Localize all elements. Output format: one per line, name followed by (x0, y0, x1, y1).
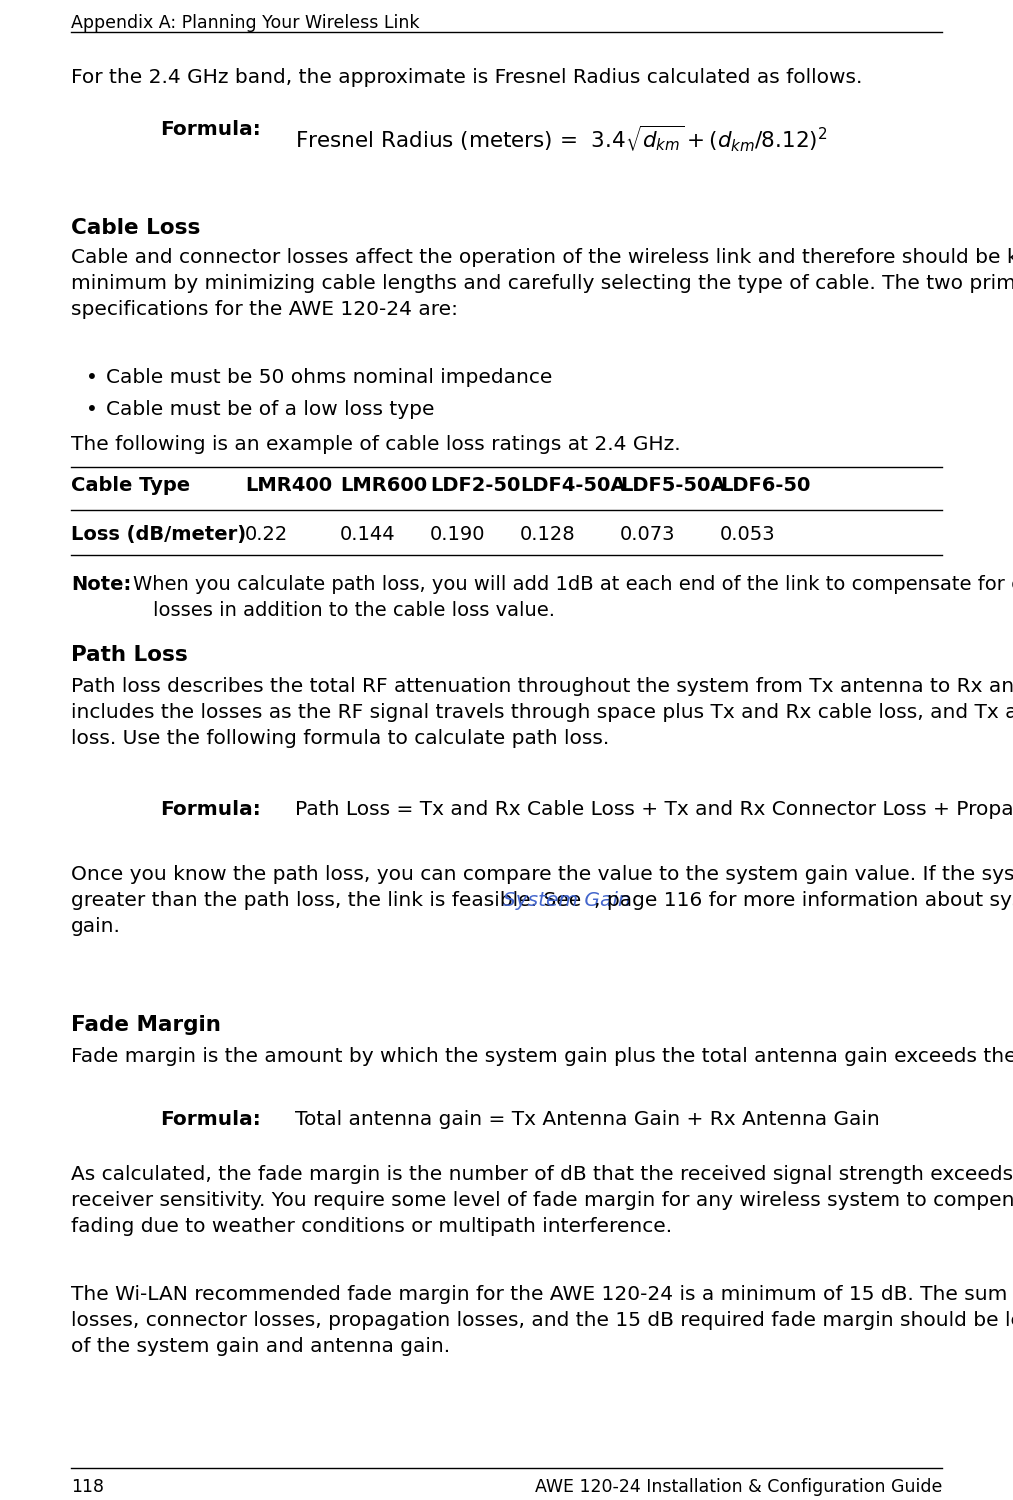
Text: Cable Loss: Cable Loss (71, 217, 201, 238)
Text: receiver sensitivity. You require some level of fade margin for any wireless sys: receiver sensitivity. You require some l… (71, 1191, 1013, 1210)
Text: Fade Margin: Fade Margin (71, 1016, 221, 1035)
Text: 0.128: 0.128 (520, 525, 575, 544)
Text: As calculated, the fade margin is the number of dB that the received signal stre: As calculated, the fade margin is the nu… (71, 1166, 1013, 1184)
Text: Cable must be 50 ohms nominal impedance: Cable must be 50 ohms nominal impedance (106, 368, 552, 387)
Text: 0.073: 0.073 (620, 525, 676, 544)
Text: Note:: Note: (71, 574, 132, 594)
Text: Cable Type: Cable Type (71, 476, 190, 495)
Text: Fresnel Radius (meters) =  $3.4\sqrt{d_{km}} + (d_{km}/8.12)^{2}$: Fresnel Radius (meters) = $3.4\sqrt{d_{k… (295, 124, 828, 154)
Text: 0.22: 0.22 (245, 525, 289, 544)
Text: Path loss describes the total RF attenuation throughout the system from Tx anten: Path loss describes the total RF attenua… (71, 676, 1013, 696)
Text: Path Loss = Tx and Rx Cable Loss + Tx and Rx Connector Loss + Propagation Loss: Path Loss = Tx and Rx Cable Loss + Tx an… (295, 800, 1013, 819)
Text: specifications for the AWE 120-24 are:: specifications for the AWE 120-24 are: (71, 300, 458, 320)
Text: losses in addition to the cable loss value.: losses in addition to the cable loss val… (153, 602, 555, 619)
Text: Formula:: Formula: (160, 1110, 260, 1130)
Text: AWE 120-24 Installation & Configuration Guide: AWE 120-24 Installation & Configuration … (535, 1478, 942, 1496)
Text: losses, connector losses, propagation losses, and the 15 dB required fade margin: losses, connector losses, propagation lo… (71, 1311, 1013, 1330)
Text: LDF5-50A: LDF5-50A (620, 476, 725, 495)
Text: LDF6-50: LDF6-50 (720, 476, 810, 495)
Text: Cable must be of a low loss type: Cable must be of a low loss type (106, 400, 435, 418)
Text: Loss (dB/meter): Loss (dB/meter) (71, 525, 246, 544)
Text: 0.053: 0.053 (720, 525, 776, 544)
Text: includes the losses as the RF signal travels through space plus Tx and Rx cable : includes the losses as the RF signal tra… (71, 704, 1013, 722)
Text: •: • (86, 400, 98, 418)
Text: LMR600: LMR600 (340, 476, 427, 495)
Text: LDF2-50: LDF2-50 (430, 476, 521, 495)
Text: 0.190: 0.190 (430, 525, 485, 544)
Text: loss. Use the following formula to calculate path loss.: loss. Use the following formula to calcu… (71, 729, 609, 748)
Text: Path Loss: Path Loss (71, 645, 187, 664)
Text: Appendix A: Planning Your Wireless Link: Appendix A: Planning Your Wireless Link (71, 13, 419, 32)
Text: 118: 118 (71, 1478, 104, 1496)
Text: System Gain: System Gain (503, 891, 631, 910)
Text: greater than the path loss, the link is feasible. See: greater than the path loss, the link is … (71, 891, 588, 910)
Text: Once you know the path loss, you can compare the value to the system gain value.: Once you know the path loss, you can com… (71, 865, 1013, 883)
Text: of the system gain and antenna gain.: of the system gain and antenna gain. (71, 1336, 450, 1356)
Text: fading due to weather conditions or multipath interference.: fading due to weather conditions or mult… (71, 1216, 672, 1236)
Text: Formula:: Formula: (160, 800, 260, 819)
Text: Cable and connector losses affect the operation of the wireless link and therefo: Cable and connector losses affect the op… (71, 248, 1013, 267)
Text: Total antenna gain = Tx Antenna Gain + Rx Antenna Gain: Total antenna gain = Tx Antenna Gain + R… (295, 1110, 879, 1130)
Text: gain.: gain. (71, 916, 121, 936)
Text: , page 116 for more information about system: , page 116 for more information about sy… (595, 891, 1013, 910)
Text: Formula:: Formula: (160, 120, 260, 140)
Text: minimum by minimizing cable lengths and carefully selecting the type of cable. T: minimum by minimizing cable lengths and … (71, 274, 1013, 292)
Text: The Wi-LAN recommended fade margin for the AWE 120-24 is a minimum of 15 dB. The: The Wi-LAN recommended fade margin for t… (71, 1286, 1013, 1304)
Text: LDF4-50A: LDF4-50A (520, 476, 625, 495)
Text: For the 2.4 GHz band, the approximate is Fresnel Radius calculated as follows.: For the 2.4 GHz band, the approximate is… (71, 68, 862, 87)
Text: •: • (86, 368, 98, 387)
Text: Fade margin is the amount by which the system gain plus the total antenna gain e: Fade margin is the amount by which the s… (71, 1047, 1013, 1066)
Text: LMR400: LMR400 (245, 476, 332, 495)
Text: The following is an example of cable loss ratings at 2.4 GHz.: The following is an example of cable los… (71, 435, 681, 454)
Text: When you calculate path loss, you will add 1dB at each end of the link to compen: When you calculate path loss, you will a… (133, 574, 1013, 594)
Text: 0.144: 0.144 (340, 525, 396, 544)
